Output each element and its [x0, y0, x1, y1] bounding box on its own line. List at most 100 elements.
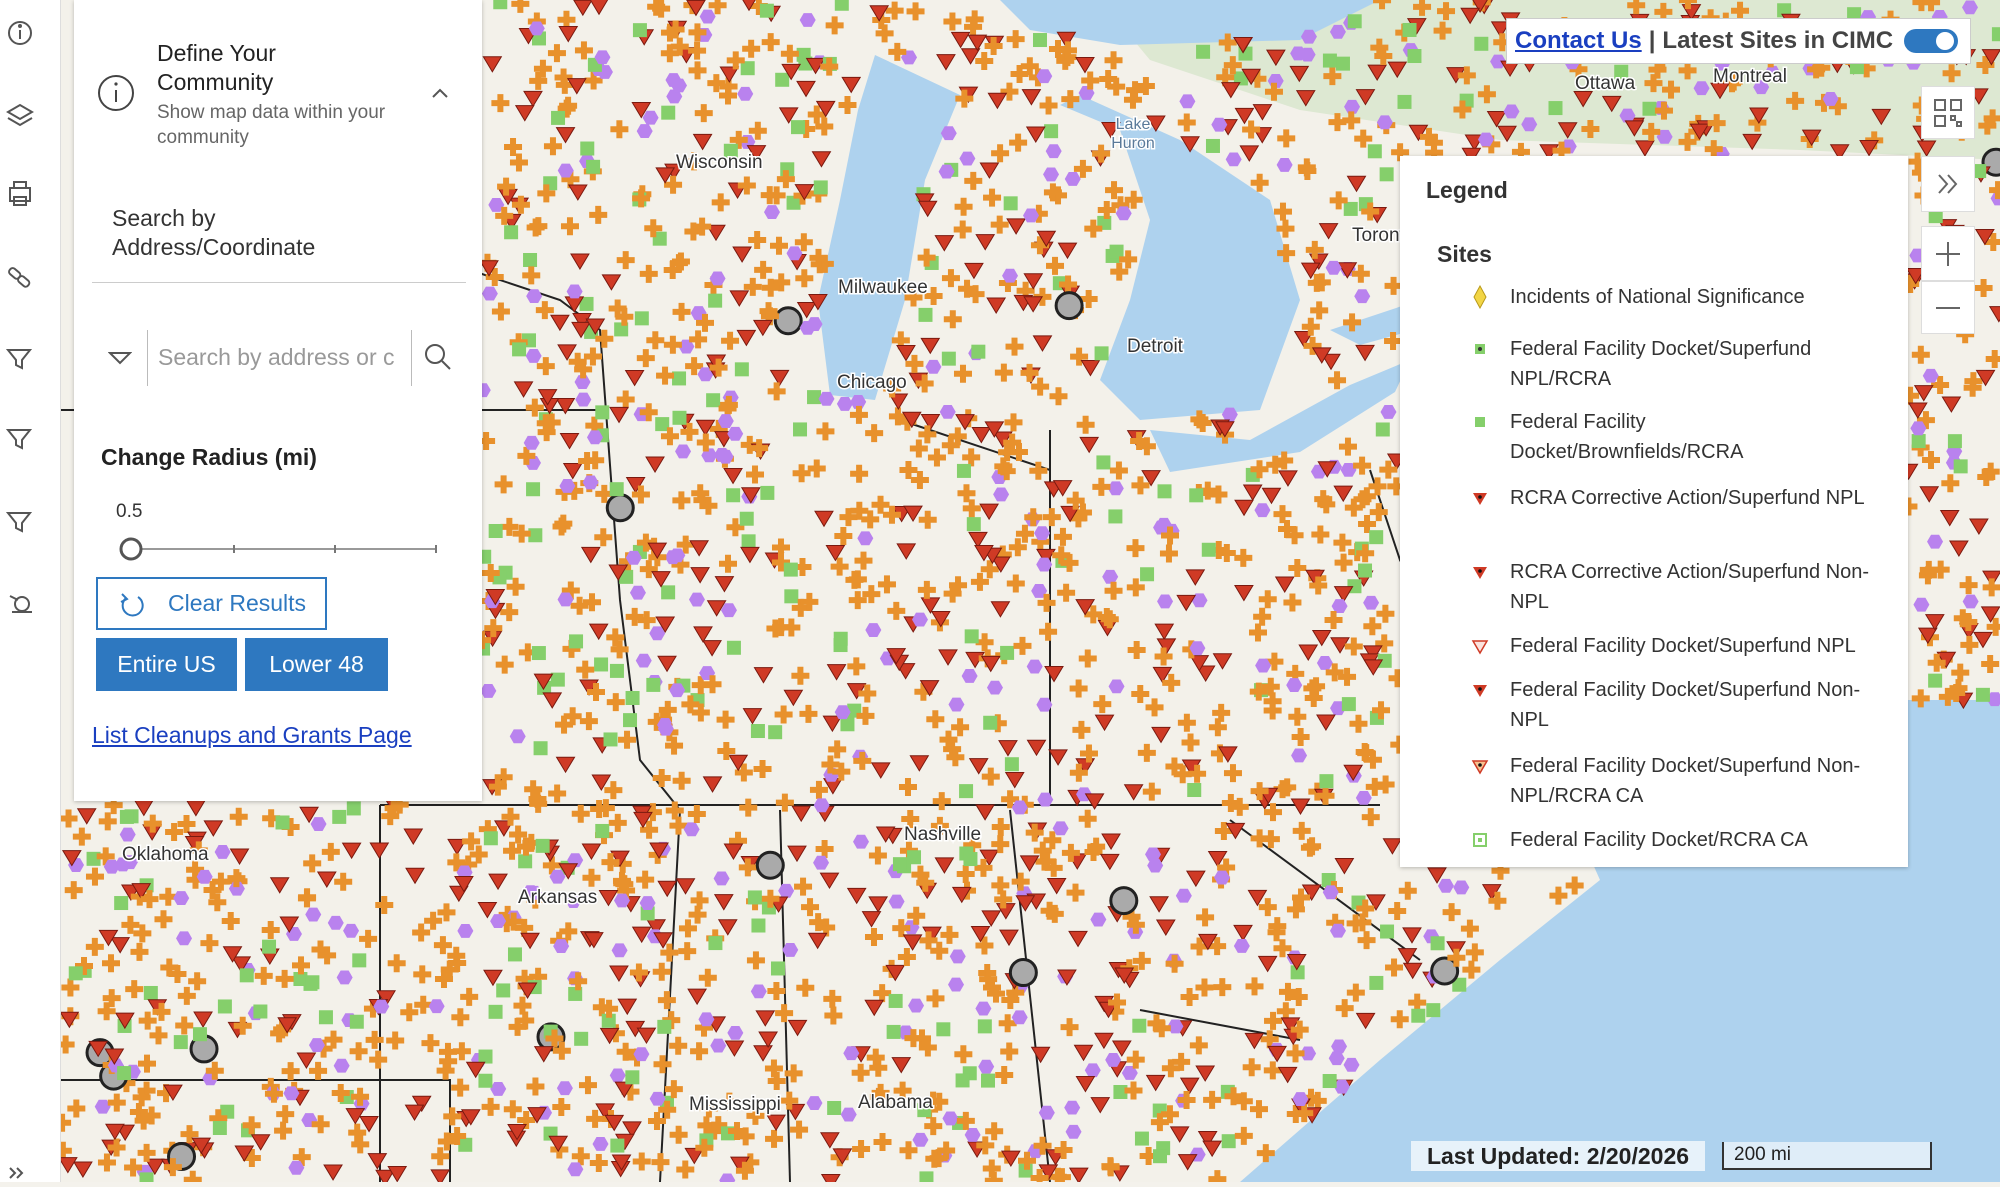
site-marker: [971, 427, 992, 444]
site-marker: [932, 792, 951, 811]
legend-icon: [1473, 567, 1487, 579]
site-marker: [1265, 652, 1284, 671]
site-marker: [672, 302, 691, 321]
print-tool[interactable]: [9, 181, 31, 206]
site-marker: [993, 487, 1010, 502]
site-marker: [766, 1114, 786, 1132]
site-marker: [535, 838, 550, 853]
site-marker: [311, 1115, 330, 1134]
site-marker: [740, 487, 761, 504]
entire-us-button[interactable]: Entire US: [96, 638, 237, 691]
legend-toggle[interactable]: [1921, 156, 1975, 212]
site-marker: [953, 220, 972, 239]
site-marker: [1159, 544, 1178, 563]
search-button[interactable]: [423, 342, 453, 372]
site-marker: [94, 1099, 111, 1114]
layers-tool[interactable]: [6, 103, 34, 127]
site-marker: [1919, 486, 1940, 503]
site-marker: [985, 1122, 1004, 1141]
site-marker: [794, 233, 813, 252]
site-marker: [899, 1141, 918, 1160]
site-marker: [685, 152, 704, 171]
site-marker: [1084, 605, 1103, 624]
site-marker: [926, 710, 945, 729]
clear-results-button[interactable]: Clear Results: [96, 577, 327, 630]
site-marker: [1061, 843, 1080, 862]
site-marker: [1275, 451, 1294, 470]
site-marker: [689, 540, 710, 557]
site-marker: [1124, 1081, 1143, 1100]
site-marker: [610, 640, 629, 659]
site-marker: [222, 946, 243, 963]
site-marker: [1303, 837, 1322, 856]
site-marker: [1057, 969, 1077, 986]
zoom-out[interactable]: [1921, 281, 1975, 334]
site-marker: [1005, 337, 1024, 356]
cleanups-link[interactable]: List Cleanups and Grants Page: [92, 722, 412, 748]
site-marker: [951, 718, 970, 737]
site-marker: [971, 344, 986, 359]
site-marker: [625, 1070, 640, 1085]
filter-b-tool[interactable]: [5, 349, 33, 370]
search-input[interactable]: Search by address or c: [158, 344, 395, 370]
site-marker: [493, 0, 508, 10]
zoom-in[interactable]: [1921, 226, 1975, 281]
site-marker: [1049, 186, 1068, 205]
site-marker: [1249, 1100, 1268, 1119]
site-marker: [560, 217, 579, 236]
info-tool[interactable]: [8, 21, 32, 45]
contact-link[interactable]: Contact Us: [1515, 27, 1642, 54]
site-marker: [1382, 838, 1403, 855]
radius-slider[interactable]: [114, 534, 444, 564]
site-marker: [1208, 718, 1227, 737]
site-marker: [516, 1011, 535, 1030]
site-marker: [438, 1042, 457, 1061]
lower-48-button[interactable]: Lower 48: [245, 638, 388, 691]
search-source-dropdown[interactable]: [108, 350, 132, 366]
filter-r-tool[interactable]: [5, 512, 33, 533]
site-marker: [651, 571, 671, 588]
site-marker: [1241, 68, 1262, 86]
site-marker: [1991, 27, 2000, 42]
site-marker: [349, 1042, 368, 1061]
site-marker: [547, 44, 566, 63]
site-marker: [631, 926, 652, 944]
site-marker: [975, 804, 995, 821]
site-marker: [1411, 1008, 1426, 1023]
site-marker: [533, 741, 548, 756]
site-marker: [993, 545, 1012, 564]
site-marker: [1196, 44, 1211, 59]
site-marker: [957, 484, 976, 503]
site-marker: [999, 929, 1019, 947]
site-marker: [1911, 434, 1926, 449]
site-marker: [1153, 1149, 1168, 1164]
site-marker: [1090, 1097, 1111, 1114]
site-marker: [173, 891, 190, 906]
toggle-switch[interactable]: [1903, 26, 1959, 56]
measure-tool[interactable]: [9, 595, 32, 613]
site-marker: [967, 34, 988, 52]
site-marker: [1380, 405, 1397, 419]
site-marker: [543, 137, 562, 156]
site-marker: [57, 1157, 78, 1174]
site-marker: [793, 422, 808, 437]
site-marker: [517, 1110, 536, 1129]
site-marker: [614, 1081, 635, 1099]
site-marker: [229, 848, 250, 866]
site-marker: [995, 1066, 1014, 1085]
site-marker: [625, 476, 646, 494]
site-marker: [990, 556, 1011, 573]
qr-widget[interactable]: [1921, 86, 1975, 139]
site-marker: [488, 523, 503, 538]
filter-c-tool[interactable]: [5, 429, 33, 450]
qr-icon: [1934, 98, 1962, 127]
divider: [92, 282, 466, 283]
site-marker: [1357, 487, 1376, 506]
collapse-button[interactable]: [430, 86, 450, 100]
site-marker: [1234, 499, 1254, 517]
site-marker: [1290, 965, 1305, 980]
site-marker: [501, 807, 520, 826]
link-tool[interactable]: [8, 267, 31, 288]
site-marker: [1370, 38, 1389, 57]
expand-toolbar[interactable]: [9, 1167, 24, 1179]
